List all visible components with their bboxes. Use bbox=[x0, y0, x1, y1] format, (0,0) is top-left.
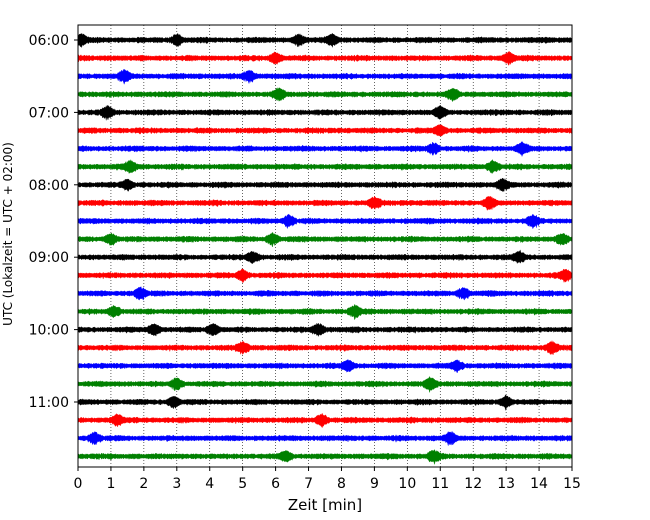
x-tick-label: 8 bbox=[337, 476, 346, 492]
x-tick-label: 4 bbox=[205, 476, 214, 492]
x-tick-label: 7 bbox=[304, 476, 313, 492]
trace-0745 bbox=[77, 159, 572, 175]
y-tick-label: 11:00 bbox=[29, 395, 69, 411]
x-axis-ticks: 0 1 2 3 4 5 6 7 8 9 10 11 12 13 14 15 bbox=[74, 467, 581, 492]
trace-0800 bbox=[77, 177, 572, 193]
x-tick-label: 13 bbox=[497, 476, 515, 492]
x-tick-label: 1 bbox=[106, 476, 115, 492]
y-axis-title: UTC (Lokalzeit = UTC + 02:00) bbox=[1, 142, 15, 326]
trace-0815 bbox=[77, 195, 572, 211]
trace-0915 bbox=[77, 268, 572, 283]
y-tick-label: 09:00 bbox=[29, 250, 69, 266]
seismogram-traces bbox=[77, 32, 572, 465]
y-axis-ticks: 06:00 07:00 08:00 09:00 10:00 11:00 bbox=[29, 33, 78, 411]
x-tick-label: 14 bbox=[530, 476, 548, 492]
x-tick-label: 0 bbox=[74, 476, 83, 492]
x-tick-label: 2 bbox=[139, 476, 148, 492]
trace-0715 bbox=[77, 124, 572, 137]
x-tick-label: 6 bbox=[271, 476, 280, 492]
trace-0830 bbox=[77, 213, 572, 230]
trace-0600 bbox=[77, 32, 572, 49]
x-axis-title: Zeit [min] bbox=[288, 496, 362, 514]
x-tick-label: 3 bbox=[172, 476, 181, 492]
trace-1000 bbox=[77, 322, 572, 338]
y-tick-label: 08:00 bbox=[29, 178, 69, 194]
x-tick-label: 11 bbox=[431, 476, 449, 492]
trace-1015 bbox=[77, 340, 572, 356]
trace-1100 bbox=[77, 394, 572, 412]
x-tick-label: 9 bbox=[370, 476, 379, 492]
trace-0615 bbox=[77, 51, 572, 66]
trace-1045 bbox=[77, 375, 572, 393]
trace-0730 bbox=[77, 141, 572, 158]
trace-1145 bbox=[77, 449, 572, 465]
x-tick-label: 15 bbox=[563, 476, 581, 492]
y-tick-label: 10:00 bbox=[29, 323, 69, 339]
trace-0845 bbox=[77, 232, 572, 248]
x-tick-label: 5 bbox=[238, 476, 247, 492]
trace-0900 bbox=[77, 249, 572, 265]
x-tick-label: 10 bbox=[398, 476, 416, 492]
trace-1030 bbox=[77, 359, 572, 374]
trace-0700 bbox=[77, 104, 572, 121]
trace-0945 bbox=[77, 304, 572, 321]
trace-0930 bbox=[77, 286, 572, 301]
x-tick-label: 12 bbox=[464, 476, 482, 492]
trace-1115 bbox=[77, 412, 572, 429]
plot-frame bbox=[77, 24, 573, 468]
y-tick-label: 07:00 bbox=[29, 105, 69, 121]
trace-0645 bbox=[77, 87, 572, 102]
trace-1130 bbox=[77, 430, 572, 446]
trace-0630 bbox=[77, 69, 572, 85]
y-tick-label: 06:00 bbox=[29, 33, 69, 49]
